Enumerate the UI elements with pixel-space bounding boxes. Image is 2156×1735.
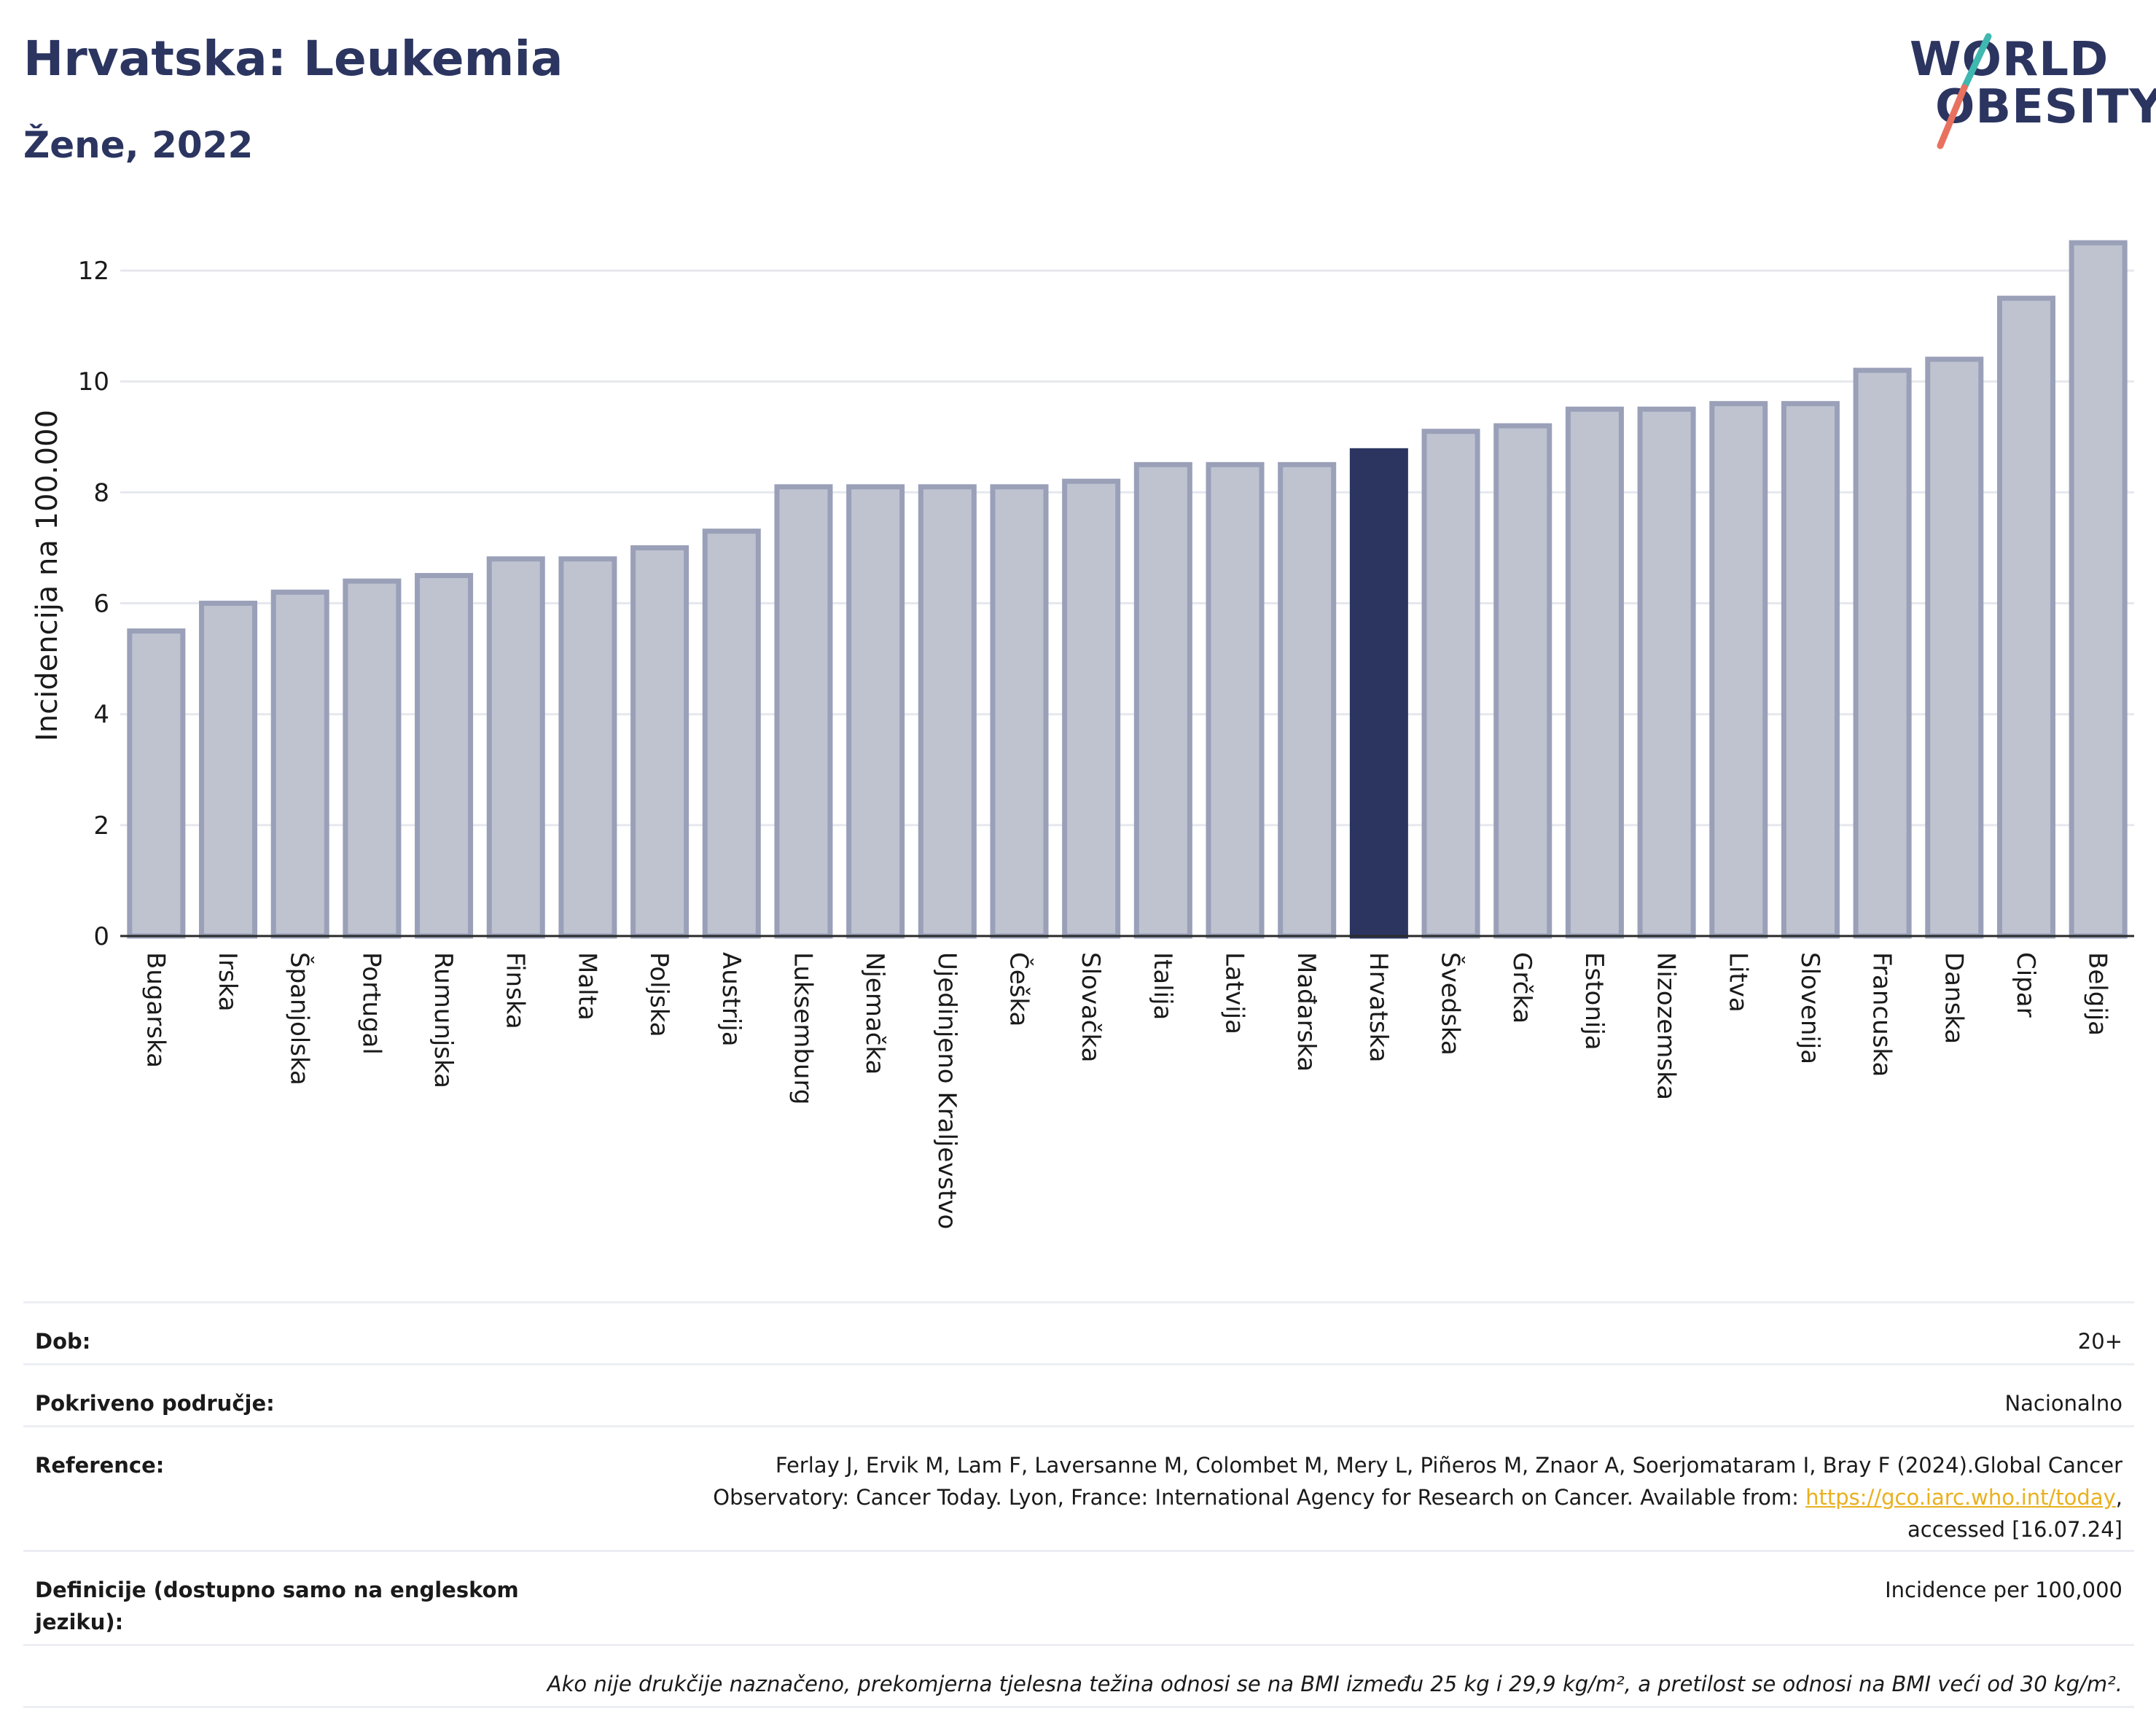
bar xyxy=(1062,478,1121,939)
info-row-reference: Reference: Ferlay J, Ervik M, Lam F, Lav… xyxy=(23,1425,2134,1550)
bar xyxy=(1925,356,1984,939)
x-tick-label: Mađarska xyxy=(1292,952,1321,1072)
y-tick-label: 4 xyxy=(93,701,109,730)
bar xyxy=(990,484,1049,939)
bar xyxy=(1278,461,1337,939)
bar xyxy=(918,484,977,939)
definitions-value: Incidence per 100,000 xyxy=(1885,1578,2122,1602)
bar xyxy=(270,589,329,939)
bar xyxy=(1493,423,1552,939)
x-tick-label: Malta xyxy=(572,952,601,1021)
bar-chart: 0 2 4 6 8 10 12 Incidencija na 100.000 Bugarska I… xyxy=(31,240,2134,1229)
reference-label: Reference: xyxy=(35,1453,165,1478)
x-tick-label: Danska xyxy=(1939,952,1968,1044)
x-tick-label: Slovenija xyxy=(1795,952,1824,1064)
x-tick-label: Bugarska xyxy=(141,952,170,1068)
y-tick-label: 2 xyxy=(93,811,109,841)
area-label: Pokriveno područje: xyxy=(35,1391,275,1416)
x-tick-label: Slovačka xyxy=(1076,952,1105,1062)
bar xyxy=(774,484,833,939)
dob-label: Dob: xyxy=(35,1329,91,1354)
x-tick-label: Ujedinjeno Kraljevstvo xyxy=(932,952,961,1229)
x-tick-label: Austrija xyxy=(716,952,746,1047)
logo-line1: WORLD xyxy=(1910,33,2109,87)
page-subtitle: Žene, 2022 xyxy=(23,124,254,166)
reference-link[interactable]: https://gco.iarc.who.int/today xyxy=(1805,1485,2116,1510)
bar xyxy=(127,628,186,939)
x-tick-label: Njemačka xyxy=(860,952,889,1075)
bar xyxy=(1996,295,2055,939)
x-tick-label: Finska xyxy=(501,952,530,1029)
reference-text-4: accessed [16.07.24] xyxy=(1907,1517,2122,1542)
x-tick-label: Latvija xyxy=(1220,952,1249,1034)
bar xyxy=(1206,461,1265,939)
bar xyxy=(415,573,474,939)
x-tick-label: Estonija xyxy=(1579,952,1609,1050)
bar xyxy=(2069,240,2128,939)
bar xyxy=(1421,429,1480,939)
x-tick-label: Španjolska xyxy=(285,952,315,1085)
bar xyxy=(1637,406,1696,939)
x-tick-label: Hrvatska xyxy=(1364,952,1393,1062)
footnote: Ako nije drukčije naznačeno, prekomjerna… xyxy=(547,1672,2122,1696)
logo-line2: OBESITY xyxy=(1935,80,2156,134)
x-tick-label: Irska xyxy=(213,952,242,1012)
bar xyxy=(846,484,905,939)
x-tick-label: Poljska xyxy=(644,952,673,1037)
world-obesity-logo: WORLD OBESITY xyxy=(1902,29,2156,157)
dob-value: 20+ xyxy=(2077,1329,2122,1354)
x-tick-label: Švedska xyxy=(1436,952,1466,1056)
bar xyxy=(486,556,545,939)
y-tick-label: 6 xyxy=(93,590,109,619)
bar xyxy=(1853,367,1912,939)
x-tick-label: Nizozemska xyxy=(1652,952,1681,1100)
bar xyxy=(558,556,617,939)
reference-text-3: , xyxy=(2115,1485,2122,1510)
bar xyxy=(630,545,690,939)
x-tick-label: Portugal xyxy=(356,952,386,1055)
y-axis-label: Incidencija na 100.000 xyxy=(31,410,64,741)
x-tick-label: Rumunjska xyxy=(429,952,458,1088)
info-row-dob: Dob: 20+ xyxy=(23,1301,2134,1363)
x-tick-label: Italija xyxy=(1148,952,1177,1020)
x-tick-label: Belgija xyxy=(2083,952,2112,1036)
x-tick-label: Cipar xyxy=(2011,952,2040,1018)
bar xyxy=(343,578,402,939)
definitions-label: Definicije (dostupno samo na engleskom j… xyxy=(35,1578,519,1634)
bar xyxy=(702,529,761,939)
x-tick-label: Francuska xyxy=(1867,952,1897,1077)
y-tick-label: 12 xyxy=(78,257,109,286)
bar xyxy=(1349,448,1408,939)
bar xyxy=(1133,461,1192,939)
x-tick-label: Češka xyxy=(1004,952,1034,1026)
area-value: Nacionalno xyxy=(2004,1391,2122,1416)
reference-value: Ferlay J, Ervik M, Lam F, Laversanne M, … xyxy=(545,1449,2122,1550)
x-tick-label: Litva xyxy=(1723,952,1752,1013)
bar xyxy=(1565,406,1624,939)
bar xyxy=(1781,401,1840,939)
page-title: Hrvatska: Leukemia xyxy=(23,31,563,87)
reference-text-1: Ferlay J, Ervik M, Lam F, Laversanne M, … xyxy=(775,1453,2122,1478)
logo-slash-icon xyxy=(1937,33,1992,149)
reference-text-2: Observatory: Cancer Today. Lyon, France:… xyxy=(713,1485,1806,1510)
x-tick-label: Luksemburg xyxy=(788,952,817,1104)
y-tick-label: 0 xyxy=(93,922,109,951)
info-row-definitions: Definicije (dostupno samo na engleskom j… xyxy=(23,1550,2134,1644)
bar xyxy=(199,601,258,939)
info-row-note: Ako nije drukčije naznačeno, prekomjerna… xyxy=(23,1644,2134,1708)
y-tick-label: 8 xyxy=(93,478,109,507)
bar xyxy=(1709,401,1768,939)
x-tick-label: Grčka xyxy=(1507,952,1536,1024)
info-table: Dob: 20+ Pokriveno područje: Nacionalno … xyxy=(23,1301,2134,1708)
y-tick-label: 10 xyxy=(78,367,109,397)
info-row-area: Pokriveno područje: Nacionalno xyxy=(23,1363,2134,1425)
